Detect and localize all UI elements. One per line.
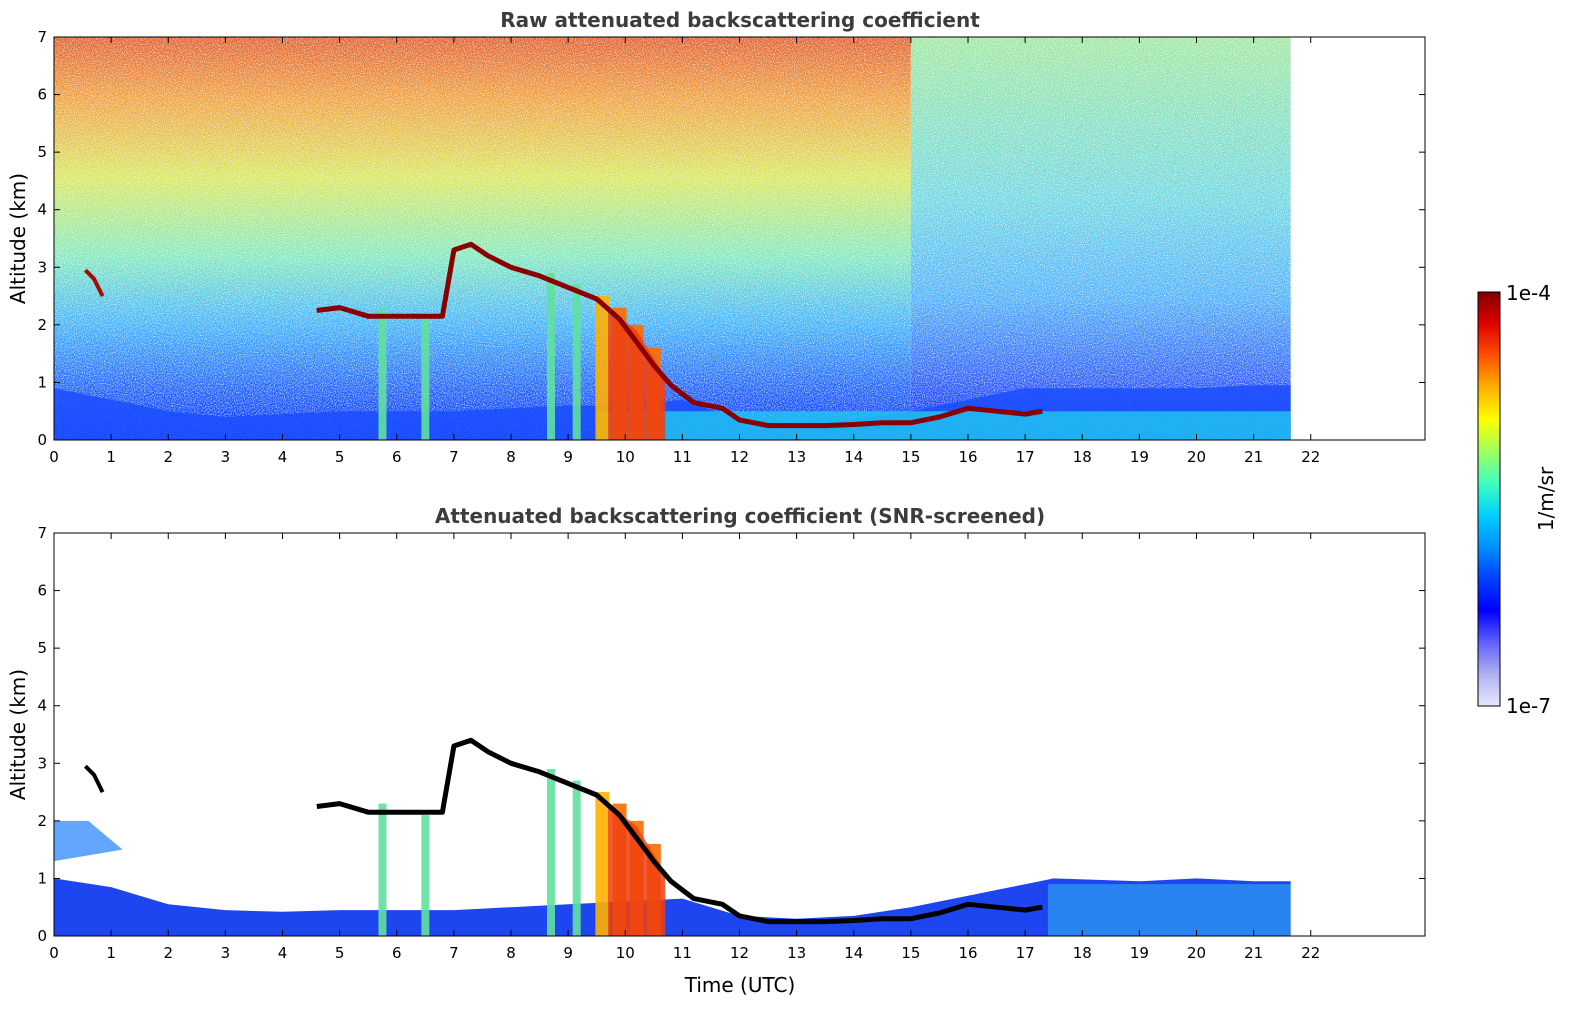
x-tick-label: 21: [1244, 448, 1263, 466]
precip-core: [608, 803, 666, 936]
precip-shaft: [421, 319, 430, 440]
precip-core: [608, 307, 666, 440]
y-tick-label: 7: [37, 28, 47, 46]
precip-shaft: [421, 815, 430, 936]
x-tick-label: 3: [221, 448, 231, 466]
x-tick-label: 7: [449, 448, 459, 466]
late-aerosol: [1047, 884, 1291, 936]
cloud-layer-line: [316, 241, 1043, 429]
x-tick-label: 20: [1187, 448, 1206, 466]
x-tick-label: 10: [616, 944, 635, 962]
x-tick-label: 1: [106, 944, 116, 962]
x-tick-label: 17: [1016, 448, 1035, 466]
y-tick-label: 6: [37, 86, 47, 104]
x-tick-label: 19: [1130, 448, 1149, 466]
plot-frame: [53, 532, 1426, 937]
y-axis-label: Altitude (km): [6, 669, 30, 800]
precip-shaft: [595, 296, 610, 440]
precip-shaft: [378, 803, 387, 936]
precip-shaft: [378, 307, 387, 440]
x-tick-label: 4: [278, 944, 288, 962]
y-tick-label: 5: [37, 143, 47, 161]
x-tick-label: 14: [844, 944, 863, 962]
precip-shaft: [572, 780, 581, 936]
panel-title-raw: Raw attenuated backscattering coefficien…: [500, 8, 980, 32]
x-tick-label: 0: [49, 944, 59, 962]
x-tick-label: 18: [1073, 448, 1092, 466]
x-tick-label: 7: [449, 944, 459, 962]
panel-title-snr: Attenuated backscattering coefficient (S…: [435, 504, 1045, 528]
x-tick-label: 0: [49, 448, 59, 466]
x-axis-label: Time (UTC): [684, 973, 796, 997]
x-tick-label: 5: [335, 448, 345, 466]
aerosol-patch: [54, 820, 123, 862]
x-tick-label: 22: [1301, 448, 1320, 466]
cloud-fragment: [83, 268, 105, 297]
y-tick-label: 1: [37, 373, 47, 391]
x-tick-label: 20: [1187, 944, 1206, 962]
colorbar-scale: [1477, 291, 1501, 707]
x-tick-label: 22: [1301, 944, 1320, 962]
x-tick-label: 19: [1130, 944, 1149, 962]
x-tick-label: 6: [392, 448, 402, 466]
x-tick-label: 15: [901, 944, 920, 962]
x-tick-label: 2: [163, 448, 173, 466]
x-tick-label: 8: [506, 448, 516, 466]
x-tick-label: 5: [335, 944, 345, 962]
x-tick-label: 15: [901, 448, 920, 466]
precip-shaft: [572, 284, 581, 440]
y-axis-label: Altitude (km): [6, 173, 30, 304]
x-tick-label: 1: [106, 448, 116, 466]
colorbar-max-label: 1e-4: [1506, 281, 1551, 305]
y-tick-label: 4: [37, 697, 47, 715]
x-tick-label: 8: [506, 944, 516, 962]
colorbar: 1e-4 1e-7 1/m/sr: [1477, 281, 1558, 718]
y-tick-label: 2: [37, 812, 47, 830]
precip-shaft: [546, 273, 555, 440]
x-tick-label: 16: [958, 944, 977, 962]
y-tick-label: 3: [37, 258, 47, 276]
y-tick-label: 0: [37, 431, 47, 449]
x-tick-label: 17: [1016, 944, 1035, 962]
x-tick-label: 12: [730, 448, 749, 466]
x-tick-label: 10: [616, 448, 635, 466]
y-tick-label: 3: [37, 754, 47, 772]
snr-screened-panel: 0 1 2 3 4 5 6 7 8 9 10 11 12 13 14 15 16 17 18 19 20 21 220123…: [6, 524, 1426, 962]
x-tick-label: 11: [673, 448, 692, 466]
y-tick-label: 6: [37, 582, 47, 600]
x-tick-label: 12: [730, 944, 749, 962]
x-tick-label: 9: [563, 944, 573, 962]
cloud-layer-line: [316, 737, 1043, 925]
y-tick-label: 7: [37, 524, 47, 542]
x-tick-label: 13: [787, 448, 806, 466]
y-tick-label: 0: [37, 927, 47, 945]
y-tick-label: 1: [37, 869, 47, 887]
colorbar-unit-label: 1/m/sr: [1534, 466, 1558, 531]
colorbar-min-label: 1e-7: [1506, 694, 1551, 718]
x-tick-label: 18: [1073, 944, 1092, 962]
raw-backscatter-panel: 0 1 2 3 4 5 6 7 8 9 10 11 12 13 14 15 16 17 18 19 20 21 220123…: [6, 28, 1426, 466]
boundary-layer: [54, 878, 1291, 936]
x-tick-label: 9: [563, 448, 573, 466]
x-tick-label: 16: [958, 448, 977, 466]
x-tick-label: 3: [221, 944, 231, 962]
x-tick-label: 21: [1244, 944, 1263, 962]
x-tick-label: 11: [673, 944, 692, 962]
y-tick-label: 2: [37, 316, 47, 334]
precip-shaft: [595, 792, 610, 936]
precip-shaft: [546, 769, 555, 936]
x-tick-label: 13: [787, 944, 806, 962]
y-tick-label: 5: [37, 639, 47, 657]
x-tick-label: 4: [278, 448, 288, 466]
cloud-fragment: [83, 764, 105, 793]
near-surface-aerosol: [596, 411, 1291, 440]
x-tick-label: 14: [844, 448, 863, 466]
x-tick-label: 2: [163, 944, 173, 962]
x-tick-label: 6: [392, 944, 402, 962]
y-tick-label: 4: [37, 201, 47, 219]
raw-noise-texture: [54, 37, 1291, 440]
